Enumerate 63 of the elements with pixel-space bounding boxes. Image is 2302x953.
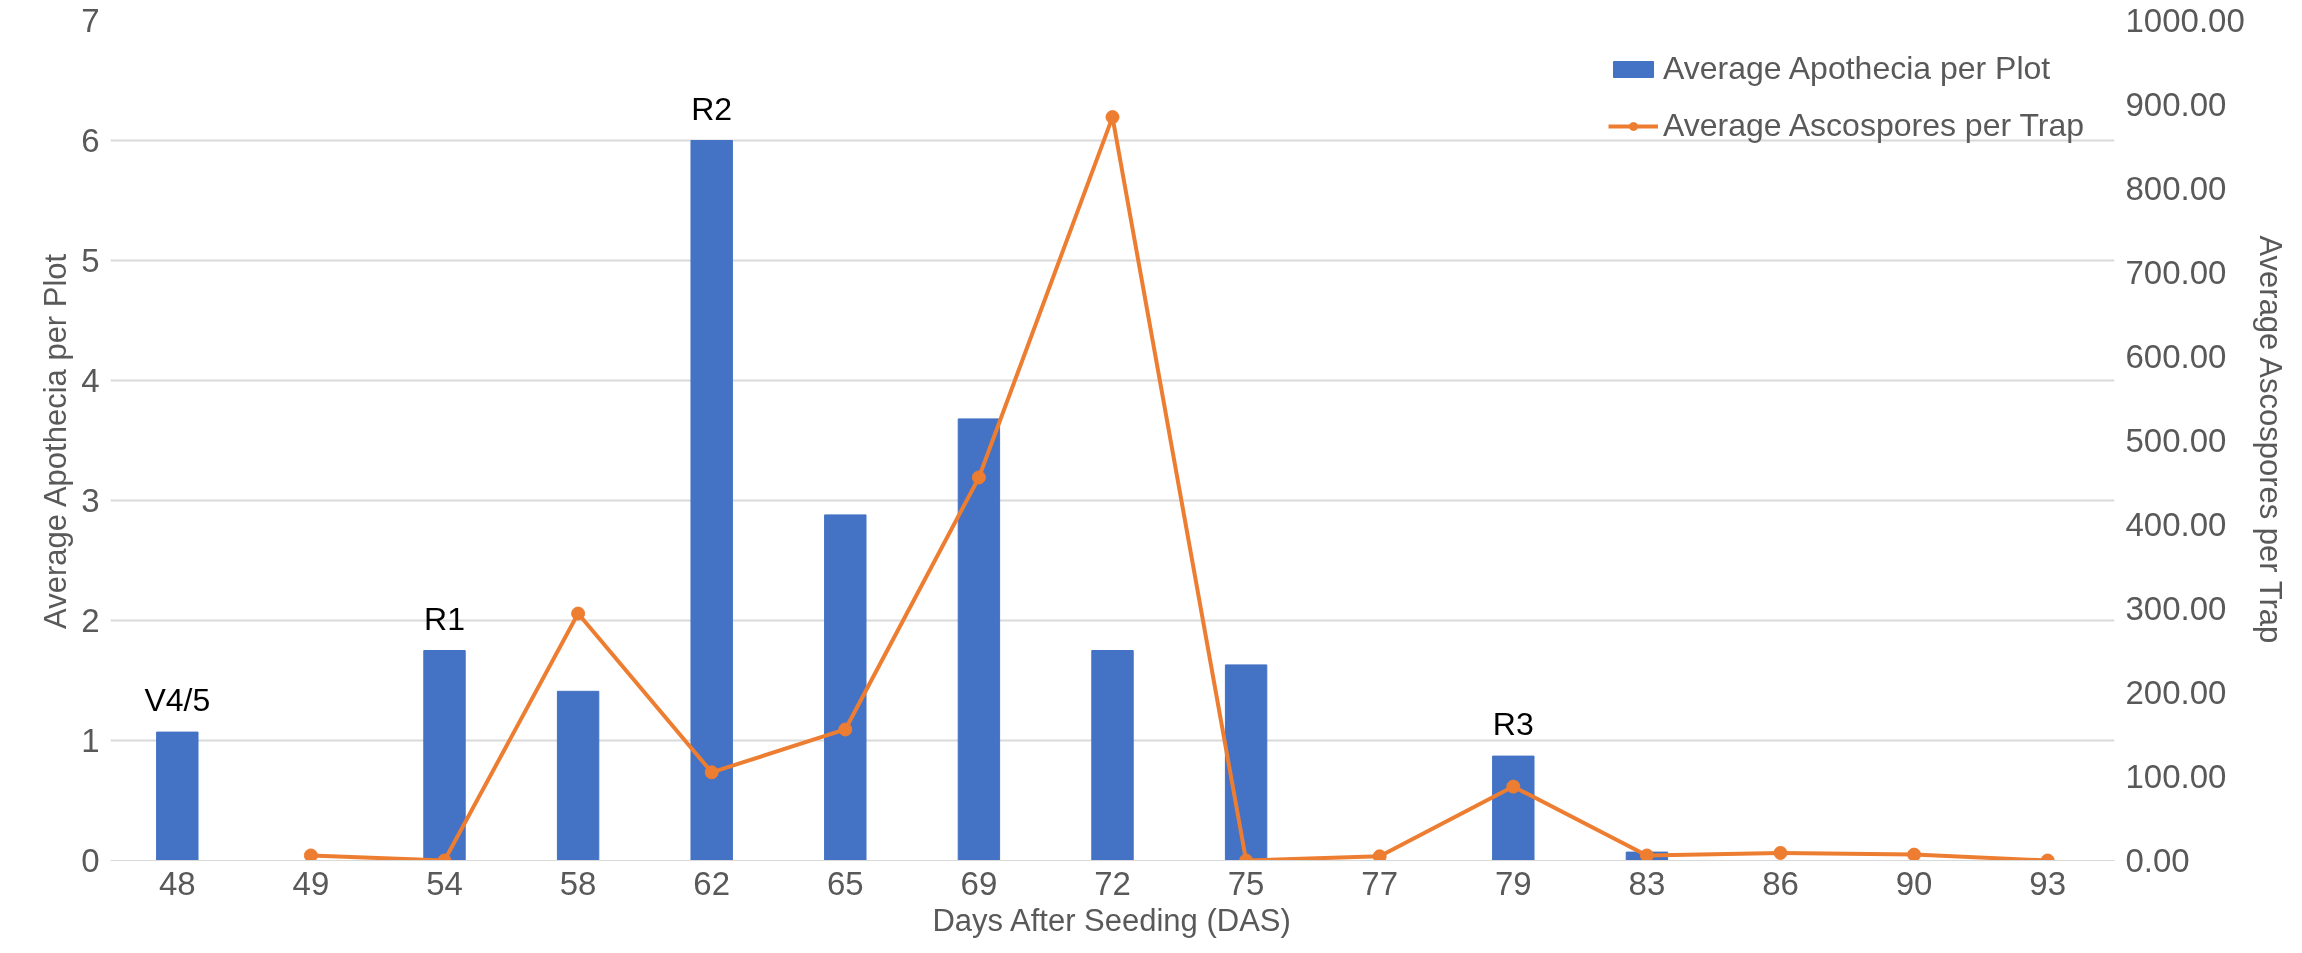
y-tick-label: 4 xyxy=(81,362,100,399)
x-tick-label: 48 xyxy=(158,864,196,902)
x-tick-label: 65 xyxy=(826,864,864,902)
y-tick-label: 7 xyxy=(81,2,100,39)
y2-tick-label: 600.00 xyxy=(2125,338,2227,375)
x-tick-label: 90 xyxy=(1895,864,1933,902)
point xyxy=(704,765,719,780)
bar xyxy=(1224,664,1268,861)
point xyxy=(1105,110,1120,125)
point xyxy=(1372,849,1387,861)
x-tick-label: 49 xyxy=(292,864,330,902)
point xyxy=(1506,779,1521,794)
bar xyxy=(824,514,867,861)
y2-tick-label: 700.00 xyxy=(2125,254,2227,291)
y2-tick-label: 300.00 xyxy=(2125,590,2227,627)
point xyxy=(1639,848,1654,861)
y2-tick-label: 0.00 xyxy=(2125,842,2190,879)
bar xyxy=(423,650,466,861)
point xyxy=(571,606,586,621)
point xyxy=(1773,845,1788,860)
point xyxy=(1907,847,1922,861)
x-tick-label: 69 xyxy=(960,864,998,902)
y2-tick-label: 200.00 xyxy=(2125,674,2227,711)
y-axis-title: Average Apothecia per Plot xyxy=(38,253,74,629)
x-tick-label: 75 xyxy=(1227,864,1265,902)
y2-tick-label: 900.00 xyxy=(2125,86,2227,123)
x-tick-label: 77 xyxy=(1361,864,1399,902)
y2-axis-title: Average Ascospores per Trap xyxy=(2252,235,2288,644)
annotation: R3 xyxy=(1492,706,1534,743)
bar xyxy=(156,731,199,861)
y-tick-label: 1 xyxy=(81,722,100,759)
bar xyxy=(1091,650,1134,861)
x-tick-label: 72 xyxy=(1094,864,1131,902)
x-tick-label: 79 xyxy=(1494,864,1532,902)
y-tick-label: 6 xyxy=(81,122,100,159)
y2-tick-label: 1000.00 xyxy=(2125,2,2245,39)
bar xyxy=(690,140,733,861)
bar xyxy=(1492,755,1535,861)
annotation: R1 xyxy=(424,600,465,637)
x-tick-label: 83 xyxy=(1628,864,1666,902)
y2-tick-label: 100.00 xyxy=(2125,758,2227,795)
legend-label: Average Ascospores per Trap xyxy=(1663,107,2084,144)
point xyxy=(303,848,318,861)
y-tick-label: 5 xyxy=(81,242,100,279)
x-tick-label: 62 xyxy=(693,864,731,902)
y2-tick-label: 400.00 xyxy=(2125,506,2227,543)
x-tick-label: 86 xyxy=(1762,864,1799,902)
x-tick-label: 58 xyxy=(559,864,597,902)
x-axis-title: Days After Seeding (DAS) xyxy=(932,902,1291,938)
annotation: R2 xyxy=(691,90,733,127)
x-tick-label: 93 xyxy=(2029,864,2067,902)
point xyxy=(838,722,853,737)
x-tick-label: 54 xyxy=(426,864,463,902)
annotation: V4/5 xyxy=(144,682,211,719)
y-tick-label: 2 xyxy=(81,602,100,639)
y-tick-label: 3 xyxy=(81,482,100,519)
bar xyxy=(957,418,1001,861)
y2-tick-label: 800.00 xyxy=(2125,170,2227,207)
y2-tick-label: 500.00 xyxy=(2125,422,2227,459)
legend-label: Average Apothecia per Plot xyxy=(1663,50,2051,87)
bar xyxy=(556,690,600,861)
point xyxy=(971,470,986,485)
y-tick-label: 0 xyxy=(81,842,100,879)
